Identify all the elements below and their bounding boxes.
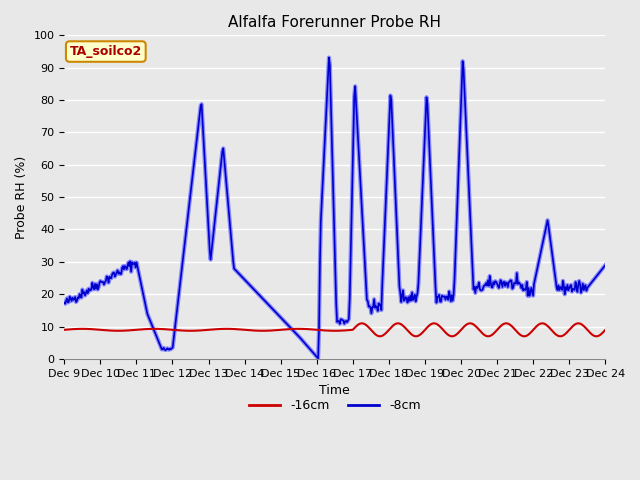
- Title: Alfalfa Forerunner Probe RH: Alfalfa Forerunner Probe RH: [228, 15, 442, 30]
- Text: TA_soilco2: TA_soilco2: [70, 45, 142, 58]
- Y-axis label: Probe RH (%): Probe RH (%): [15, 156, 28, 239]
- X-axis label: Time: Time: [319, 384, 350, 397]
- Legend: -16cm, -8cm: -16cm, -8cm: [244, 395, 426, 418]
